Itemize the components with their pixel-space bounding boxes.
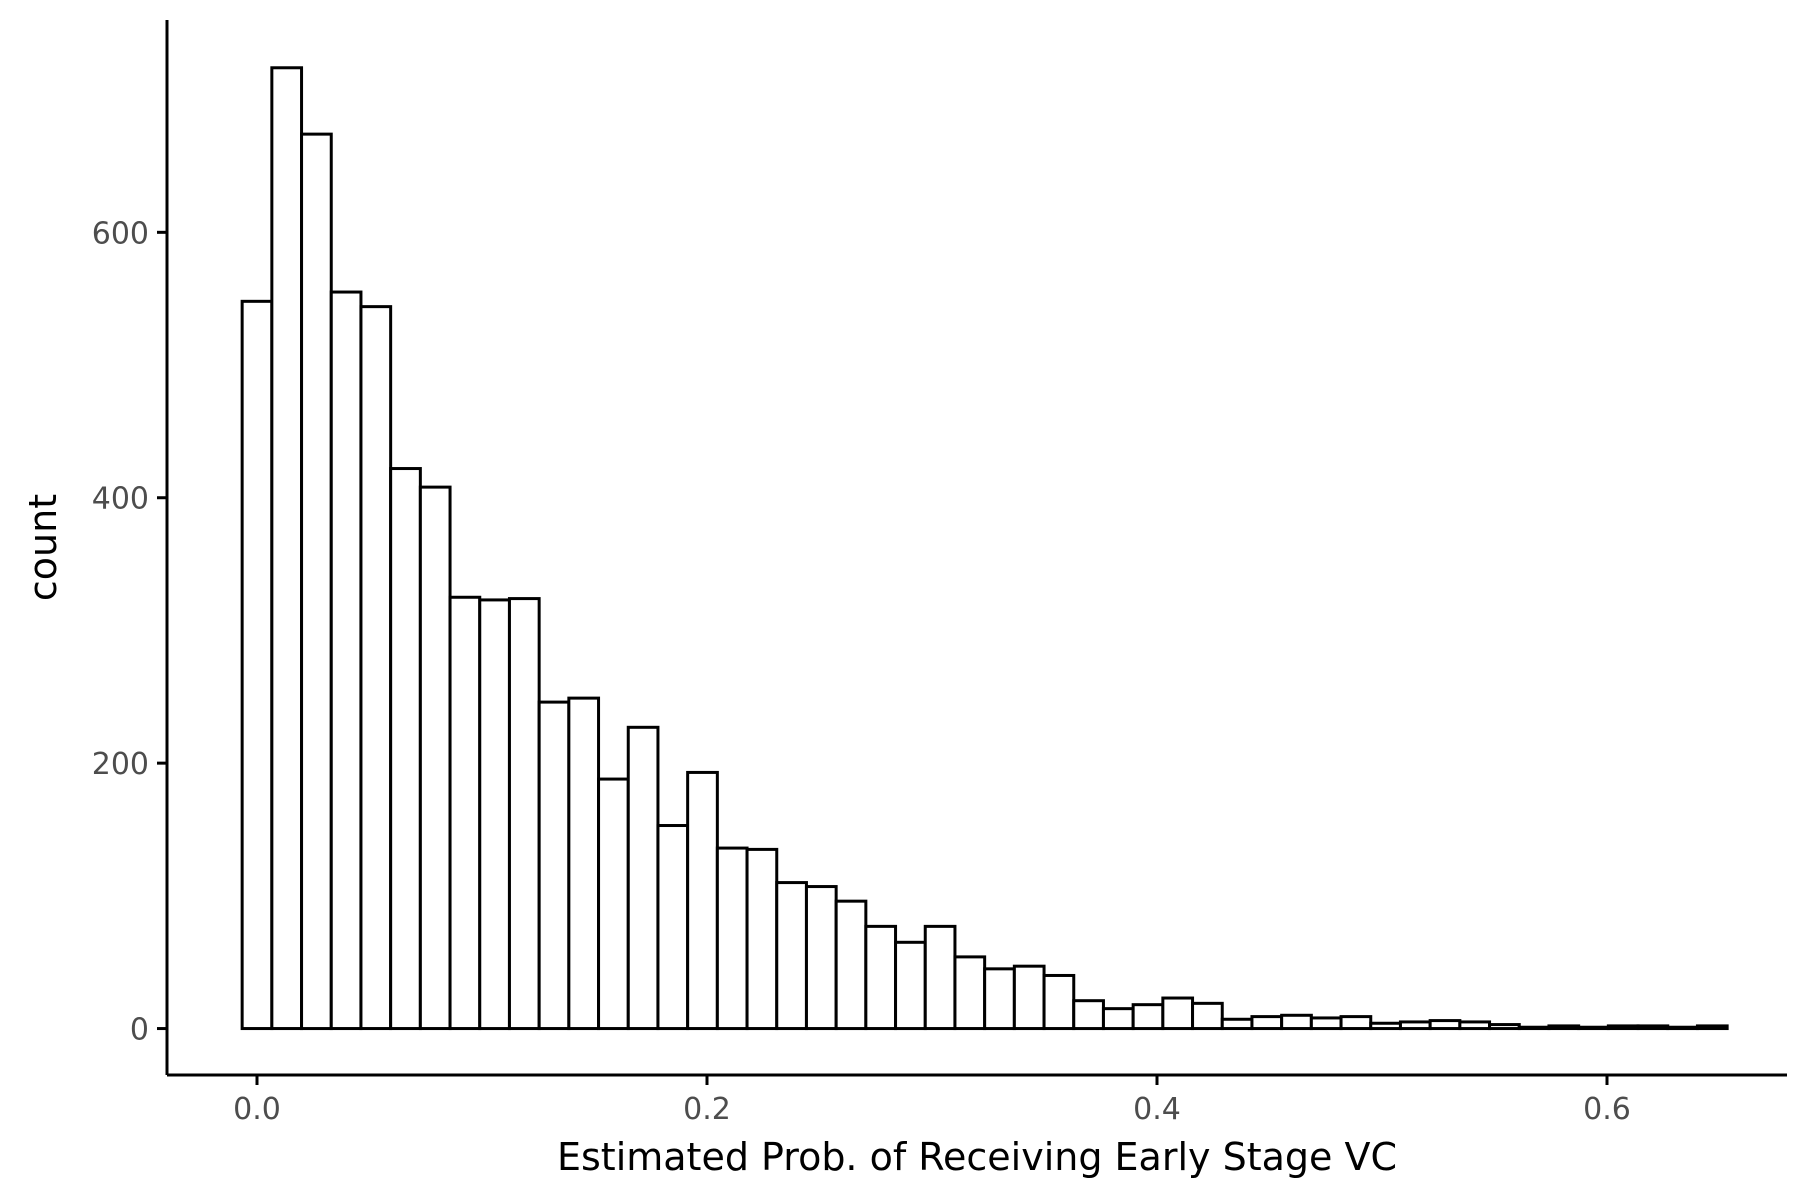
histogram-bar	[656, 824, 690, 1031]
histogram-bar	[894, 940, 927, 1031]
histogram-bar	[1695, 1024, 1729, 1031]
histogram-bar	[1191, 1001, 1224, 1031]
histogram-bar	[983, 967, 1016, 1031]
y-axis-title: count	[21, 494, 65, 601]
x-tick-label: 0.0	[233, 1092, 281, 1127]
histogram-bar	[715, 846, 749, 1031]
y-tick-label: 0	[130, 1013, 149, 1048]
histogram-bar	[1369, 1021, 1402, 1031]
histogram-bar	[1636, 1024, 1670, 1031]
histogram-bar	[1072, 999, 1105, 1031]
histogram-bar	[359, 305, 393, 1031]
histogram-bar	[300, 132, 333, 1031]
histogram-bar	[1577, 1025, 1610, 1031]
histogram-bar	[1309, 1016, 1343, 1031]
histogram-bar	[478, 598, 511, 1031]
x-axis-ticks: 0.0 0.2 0.4 0.6	[233, 1075, 1631, 1127]
histogram-bar	[597, 777, 630, 1031]
histogram-bar	[804, 885, 838, 1031]
y-tick-label: 200	[92, 747, 149, 782]
histogram-bar	[834, 899, 868, 1031]
histogram-bar	[389, 467, 422, 1031]
histogram-bar	[448, 595, 482, 1031]
histogram-bars	[240, 66, 1729, 1031]
histogram-bar	[1250, 1015, 1284, 1031]
x-tick-label: 0.6	[1583, 1092, 1631, 1127]
histogram-bar	[240, 299, 274, 1031]
histogram-bar	[1517, 1025, 1551, 1031]
y-tick-label: 400	[92, 482, 149, 517]
axes: 0.0 0.2 0.4 0.6 0 200 400 600	[92, 20, 1787, 1127]
histogram-bar	[1220, 1017, 1254, 1031]
histogram-bar	[745, 847, 779, 1031]
histogram-bar	[1428, 1019, 1462, 1031]
histogram-bar	[1547, 1024, 1581, 1031]
histogram-bar	[1131, 1003, 1165, 1031]
histogram-bar	[270, 66, 304, 1031]
histogram-bar	[1101, 1007, 1135, 1031]
histogram-bar	[953, 955, 987, 1031]
histogram-bar	[864, 924, 898, 1031]
y-axis-ticks: 0 200 400 600	[92, 216, 167, 1048]
histogram-bar	[1666, 1025, 1699, 1031]
y-tick-label: 600	[92, 216, 149, 251]
histogram-bar	[1398, 1020, 1432, 1031]
histogram-bar	[567, 696, 601, 1031]
histogram-bar	[537, 700, 571, 1031]
x-axis-title: Estimated Prob. of Receiving Early Stage…	[557, 1135, 1397, 1179]
histogram-bar	[775, 881, 808, 1031]
histogram-bar	[1012, 964, 1046, 1031]
histogram-bar	[1042, 973, 1076, 1031]
histogram-bar	[1606, 1024, 1640, 1031]
histogram-bar	[418, 485, 452, 1031]
x-tick-label: 0.2	[683, 1092, 731, 1127]
histogram-bar	[1339, 1015, 1373, 1031]
histogram-bar	[686, 770, 719, 1031]
histogram-bar	[626, 725, 660, 1031]
histogram-bar	[923, 924, 957, 1031]
histogram-bar	[329, 290, 363, 1031]
histogram-bar	[1488, 1023, 1521, 1031]
histogram-bar	[507, 597, 541, 1031]
x-tick-label: 0.4	[1133, 1092, 1181, 1127]
histogram-bar	[1458, 1020, 1492, 1031]
histogram-bar	[1280, 1013, 1313, 1031]
histogram-bar	[1161, 996, 1195, 1031]
